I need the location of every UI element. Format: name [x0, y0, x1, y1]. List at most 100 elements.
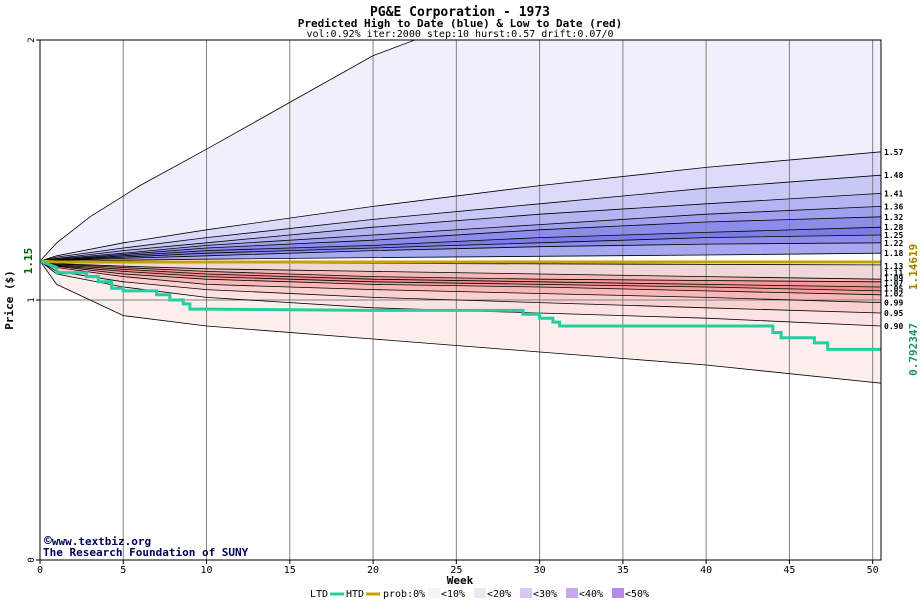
high-edge-5 — [39, 216, 882, 262]
legend-item-label-1: <20% — [487, 589, 511, 600]
series — [39, 259, 881, 351]
legend-htd-label: HTD — [346, 589, 364, 600]
high-band-6 — [40, 227, 881, 261]
x-tick-label-25: 25 — [450, 565, 462, 576]
legend-items: <10% <20% <30% <40% <50% — [428, 588, 649, 600]
x-tick-label-35: 35 — [617, 565, 629, 576]
low-band-7 — [40, 261, 881, 326]
watermark-org: The Research Foundation of SUNY — [43, 546, 249, 559]
x-tick-label-15: 15 — [284, 565, 296, 576]
high-band-1 — [40, 151, 881, 261]
high-band-8 — [40, 242, 881, 261]
high-edge-6 — [39, 226, 882, 262]
band-value-labels: 1.57 1.48 1.41 1.36 1.321.281.251.221.18 1.13… — [884, 148, 903, 331]
plot-frame — [39, 39, 882, 561]
low-edge-3 — [39, 260, 882, 288]
y-tick-label-1: 1 — [27, 297, 37, 302]
band-value-label-11: 1.09 — [884, 274, 903, 283]
high-edge-3 — [39, 193, 882, 262]
legend-item-label-0: <10% — [441, 589, 465, 600]
band-value-label-13: 1.05 — [884, 284, 903, 293]
y-axis-label: Price ($) — [3, 270, 16, 330]
high-edge-2 — [39, 174, 882, 262]
band-value-label-10: 1.11 — [884, 269, 903, 278]
band-value-label-17: 0.90 — [884, 322, 903, 331]
low-band-4 — [40, 261, 881, 295]
band-value-label-12: 1.07 — [884, 279, 903, 288]
low-edge-9 — [39, 260, 882, 384]
low-band-1 — [40, 261, 881, 282]
low-edge-6 — [39, 260, 882, 303]
legend-item-label-2: <30% — [533, 589, 557, 600]
chart-subtitle: Predicted High to Date (blue) & Low to D… — [298, 17, 623, 30]
x-tick-label-10: 10 — [201, 565, 213, 576]
legend-prob-label: prob:0% — [383, 589, 425, 600]
band-value-label-7: 1.22 — [884, 239, 903, 248]
low-band-0 — [40, 261, 881, 280]
legend-item-label-4: <50% — [625, 589, 649, 600]
ltd-value-label: 0.792347 — [907, 323, 920, 376]
band-edges — [39, 39, 882, 384]
x-tick-label-0: 0 — [37, 565, 43, 576]
band-value-label-9: 1.13 — [884, 262, 903, 271]
legend: LTD HTD prob:0% <10% <20% <30% <40% <50% — [310, 588, 649, 600]
grid — [40, 40, 881, 560]
band-value-label-15: 0.99 — [884, 299, 903, 308]
chart-title: PG&E Corporation - 1973 — [370, 5, 550, 20]
band-value-label-2: 1.41 — [884, 189, 903, 198]
high-band-3 — [40, 193, 881, 261]
high-edge-8 — [39, 242, 882, 262]
low-edge-2 — [39, 260, 882, 283]
x-tick-label-5: 5 — [120, 565, 126, 576]
band-value-label-14: 1.02 — [884, 290, 903, 299]
band-value-label-1: 1.48 — [884, 171, 903, 180]
band-value-label-8: 1.18 — [884, 249, 903, 258]
band-value-label-5: 1.28 — [884, 223, 903, 232]
low-edge-5 — [39, 260, 882, 296]
legend-swatch-4 — [612, 588, 624, 598]
high-band-2 — [40, 175, 881, 261]
axis-ticks: 0 5 10 15 20 25 30 35 40 45 50 0 1 2 — [27, 37, 879, 576]
band-value-label-3: 1.36 — [884, 202, 903, 211]
chart-params: vol:0.92% iter:2000 step:10 hurst:0.57 d… — [306, 29, 613, 40]
low-edge-4 — [39, 260, 882, 292]
y-tick-label-2: 2 — [27, 37, 37, 42]
band-value-label-16: 0.95 — [884, 309, 903, 318]
legend-item-label-3: <40% — [579, 589, 603, 600]
x-tick-label-45: 45 — [783, 565, 795, 576]
legend-swatch-0 — [428, 588, 440, 598]
band-value-label-4: 1.32 — [884, 213, 903, 222]
high-edge-1 — [39, 151, 882, 262]
legend-ltd-label: LTD — [310, 589, 328, 600]
legend-swatch-1 — [474, 588, 486, 598]
band-value-label-6: 1.25 — [884, 231, 903, 240]
high-band-7 — [40, 235, 881, 261]
copyright-icon: © — [44, 534, 52, 549]
high-band-0 — [40, 40, 881, 261]
low-edge-8 — [39, 260, 882, 327]
high-band-5 — [40, 216, 881, 261]
htd-value-label: 1.14619 — [907, 244, 920, 290]
x-tick-label-40: 40 — [700, 565, 712, 576]
htd-line — [39, 259, 881, 264]
x-tick-label-30: 30 — [534, 565, 546, 576]
high-edge-4 — [39, 206, 882, 262]
low-band-3 — [40, 261, 881, 291]
low-band-8 — [40, 261, 881, 384]
band-value-label-0: 1.57 — [884, 148, 903, 157]
low-edge-1 — [39, 260, 882, 280]
high-band-4 — [40, 206, 881, 261]
watermark-url-text: www.textbiz.org — [52, 535, 151, 548]
legend-swatch-3 — [566, 588, 578, 598]
low-band-5 — [40, 261, 881, 303]
y-tick-label-0: 0 — [27, 557, 37, 562]
x-tick-label-20: 20 — [367, 565, 379, 576]
ltd-line — [39, 259, 881, 351]
x-tick-label-50: 50 — [867, 565, 879, 576]
legend-swatch-2 — [520, 588, 532, 598]
x-axis-label: Week — [447, 574, 474, 587]
watermark-url: ©www.textbiz.org — [44, 534, 151, 549]
start-price-label: 1.15 — [22, 248, 35, 275]
